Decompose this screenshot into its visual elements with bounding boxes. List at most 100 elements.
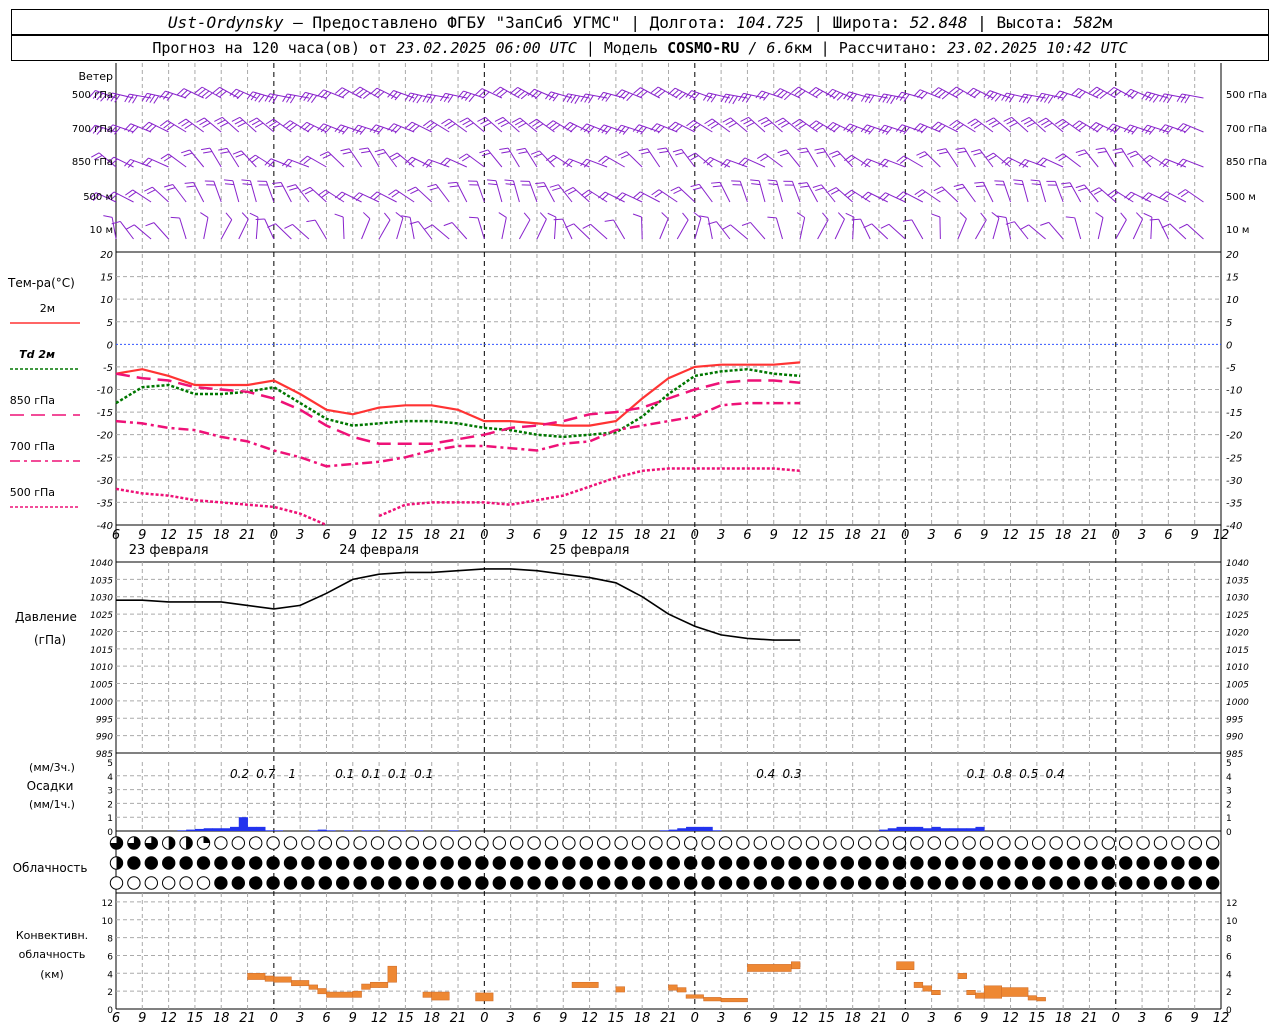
wind-barb-feather: [1177, 189, 1186, 195]
pressure-tick-label-right: 1005: [1226, 681, 1249, 691]
wind-barb-feather: [570, 95, 577, 104]
legend-label: Td 2м: [19, 348, 55, 361]
wind-barb-feather: [549, 184, 559, 188]
wind-barb: [1069, 182, 1082, 203]
precip-total-label: 0.2: [230, 767, 249, 781]
wind-barb-feather: [567, 189, 577, 195]
wind-barb-feather: [774, 117, 784, 123]
cloud-symbol-fill: [649, 856, 663, 870]
wind-barb-feather: [931, 121, 939, 129]
wind-barb: [1062, 153, 1081, 168]
precip-total-label: 0.5: [1019, 767, 1038, 781]
convective-bar: [431, 991, 450, 1001]
wind-barb-feather: [510, 86, 519, 94]
wind-barb: [871, 223, 889, 240]
wind-barb-feather: [1022, 160, 1030, 168]
cloud-symbol-fill: [423, 856, 436, 870]
wind-barb-feather: [1036, 157, 1044, 165]
cloud-symbol-fill: [388, 856, 402, 870]
separator: |: [820, 39, 830, 57]
hour-tick-label: 18: [1055, 528, 1072, 543]
precip-total-label: 1: [288, 767, 296, 781]
cloud-symbol-fill: [145, 836, 158, 850]
hour-tick-label: 3: [296, 528, 304, 543]
wind-barb-feather: [1014, 183, 1024, 186]
wind-barb: [1014, 221, 1029, 240]
wind-barb: [744, 157, 766, 168]
wind-barb: [213, 181, 222, 203]
wind-barb: [179, 217, 187, 240]
wind-barb-feather: [355, 194, 364, 201]
wind-barb-feather: [955, 90, 964, 98]
wind-barb-feather: [251, 120, 261, 126]
cloud-symbol-fill: [1084, 856, 1098, 870]
wind-barb-feather: [531, 90, 539, 98]
wind-barb: [956, 119, 976, 133]
temp-tick-label: -5: [103, 363, 113, 374]
wind-barb: [1097, 217, 1104, 240]
hour-tick-label: 21: [871, 1011, 888, 1024]
cloud-symbol: [910, 836, 924, 850]
cloud-symbol: [1119, 836, 1133, 850]
wind-barb-feather: [706, 158, 715, 166]
wind-barb-feather: [566, 123, 574, 131]
wind-barb-feather: [1149, 93, 1156, 102]
wind-barb-feather: [549, 156, 558, 164]
wind-barb: [776, 180, 783, 203]
wind-barb-feather: [880, 223, 890, 229]
wind-barb-feather: [106, 92, 113, 101]
cloud-symbol-fill: [980, 856, 993, 870]
wind-barb-feather: [232, 150, 242, 155]
cloud-symbol-fill: [701, 876, 715, 890]
wind-barb-feather: [994, 94, 1002, 102]
hour-tick-label: 9: [980, 1011, 988, 1024]
precip-bar: [361, 830, 371, 831]
precip-bar: [247, 826, 257, 831]
precip-bar: [914, 826, 924, 831]
wind-barb: [698, 184, 713, 203]
pressure-tick-label: 1015: [90, 646, 113, 656]
hour-tick-label: 6: [954, 1011, 962, 1024]
wind-barb-feather: [201, 90, 210, 98]
pressure-tick-label-right: 1000: [1226, 698, 1249, 708]
wind-barb-feather: [272, 123, 281, 130]
wind-barb-feather: [618, 151, 627, 156]
wind-barb-feather: [441, 118, 450, 125]
wind-barb: [255, 217, 259, 240]
hour-tick-label: 0: [1112, 1011, 1120, 1024]
wind-barb-feather: [479, 149, 489, 154]
wind-barb-feather: [1120, 212, 1127, 221]
wind-barb-feather: [92, 91, 100, 99]
cloud-symbol: [962, 836, 976, 850]
cloud-symbol-fill: [841, 876, 854, 890]
hour-tick-label: 15: [1029, 1011, 1046, 1024]
cloud-symbol: [631, 836, 646, 850]
wind-barb-feather: [458, 153, 467, 160]
cloud-symbol: [1188, 836, 1203, 850]
wind-barb-feather: [338, 125, 345, 134]
wind-barb-feather: [352, 192, 360, 200]
hour-tick-label: 18: [1055, 1011, 1072, 1024]
hour-tick-label: 6: [1164, 528, 1172, 543]
cloud-symbol-fill: [266, 876, 280, 890]
wind-barb-feather: [1159, 93, 1165, 102]
wind-barb-feather: [462, 119, 471, 126]
hour-tick-label: 3: [927, 528, 935, 543]
wind-barb-feather: [1008, 94, 1015, 103]
wind-barb-feather: [845, 212, 855, 218]
wind-barb-feather: [654, 191, 663, 198]
wind-barb-feather: [588, 95, 594, 104]
model-name: COSMO-RU: [667, 39, 740, 57]
wind-barb-feather: [215, 88, 224, 96]
forecast-label: Прогноз на 120 часа(ов) от: [152, 39, 388, 57]
cloud-symbol: [318, 836, 332, 850]
wind-barb-feather: [931, 213, 941, 218]
wind-barb-feather: [970, 120, 979, 127]
precip-bar: [221, 828, 231, 831]
cloud-symbol-fill: [406, 856, 419, 870]
wind-barb-feather: [657, 147, 667, 150]
cloud-axis-title: Облачность: [13, 861, 88, 875]
wind-barb-feather: [110, 158, 118, 166]
wind-barb-feather: [505, 183, 515, 186]
hour-tick-label: 12: [160, 528, 177, 543]
